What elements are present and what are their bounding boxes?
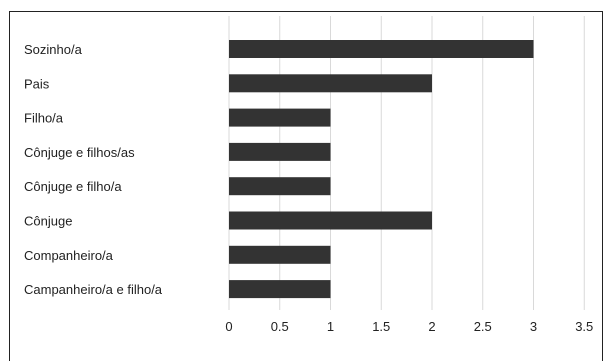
bar (229, 212, 432, 230)
bar (229, 40, 534, 58)
x-axis-tick-labels: 0 0.5 1 1.5 2 2.5 3 3.5 (225, 319, 593, 334)
bar-chart: Sozinho/a Pais Filho/a Cônjuge e filhos/as C… (0, 0, 611, 350)
category-label: Cônjuge (24, 214, 72, 229)
bar (229, 246, 331, 264)
x-tick-label: 1 (327, 319, 334, 334)
x-tick-label: 3.5 (575, 319, 593, 334)
category-label: Campanheiro/a e filho/a (24, 282, 163, 297)
category-label: Cônjuge e filhos/as (24, 145, 135, 160)
bar (229, 143, 331, 161)
x-tick-label: 0 (225, 319, 232, 334)
x-tick-label: 2.5 (474, 319, 492, 334)
bar (229, 177, 331, 195)
category-label: Pais (24, 76, 50, 91)
bar (229, 109, 331, 127)
category-labels: Sozinho/a Pais Filho/a Cônjuge e filhos/as C… (24, 42, 163, 297)
x-tick-label: 2 (428, 319, 435, 334)
x-tick-label: 1.5 (372, 319, 390, 334)
bar (229, 74, 432, 92)
category-label: Cônjuge e filho/a (24, 179, 122, 194)
grid-lines (229, 16, 584, 310)
x-tick-label: 0.5 (271, 319, 289, 334)
bar (229, 280, 331, 298)
x-tick-label: 3 (530, 319, 537, 334)
category-label: Filho/a (24, 111, 64, 126)
category-label: Sozinho/a (24, 42, 83, 57)
category-label: Companheiro/a (24, 248, 114, 263)
